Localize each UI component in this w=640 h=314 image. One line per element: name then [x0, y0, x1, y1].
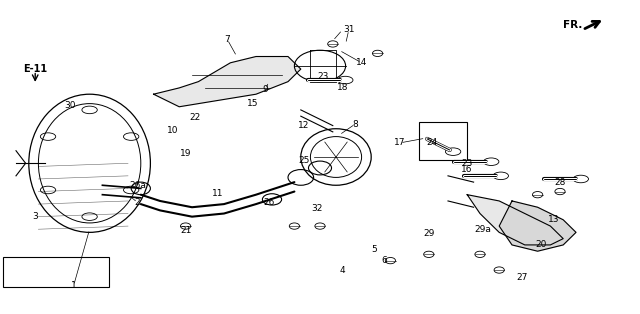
Text: 17: 17 [394, 138, 406, 147]
Text: 29a: 29a [475, 225, 492, 234]
Text: 32: 32 [311, 204, 323, 213]
Text: 15: 15 [247, 99, 259, 108]
Text: 24: 24 [426, 138, 438, 147]
Text: 10: 10 [167, 126, 179, 135]
Text: 29: 29 [423, 230, 435, 238]
Text: 14: 14 [356, 58, 367, 67]
Text: 20: 20 [535, 241, 547, 249]
Text: 16: 16 [461, 165, 473, 174]
Text: 22: 22 [189, 113, 201, 122]
Text: 26: 26 [263, 198, 275, 207]
Text: 2: 2 [135, 198, 140, 207]
Polygon shape [154, 57, 301, 107]
Polygon shape [499, 201, 576, 251]
Text: E-11: E-11 [23, 64, 47, 74]
Text: 18: 18 [337, 84, 348, 92]
Text: 8: 8 [353, 120, 358, 128]
Bar [3, 257, 109, 287]
Text: 30: 30 [65, 101, 76, 110]
Text: 12: 12 [298, 121, 310, 130]
Text: 1: 1 [71, 281, 76, 290]
Text: 9: 9 [263, 85, 268, 94]
Text: 27: 27 [516, 273, 527, 282]
Text: 19: 19 [180, 149, 191, 158]
Text: 4: 4 [340, 266, 345, 274]
Text: 13: 13 [548, 215, 559, 224]
Text: 31: 31 [343, 25, 355, 34]
Text: 21: 21 [180, 226, 191, 235]
Text: 23: 23 [317, 73, 329, 81]
Text: 26a: 26a [129, 181, 146, 190]
Text: FR.: FR. [563, 20, 582, 30]
Text: 3: 3 [33, 212, 38, 221]
Text: 7: 7 [225, 35, 230, 44]
Bar [419, 122, 467, 160]
Text: 28: 28 [554, 178, 566, 187]
Text: 6: 6 [381, 256, 387, 265]
Text: 11: 11 [212, 189, 223, 198]
Polygon shape [467, 195, 563, 245]
Text: 23: 23 [461, 159, 473, 168]
Text: 5: 5 [372, 245, 377, 254]
Text: 25: 25 [298, 156, 310, 165]
